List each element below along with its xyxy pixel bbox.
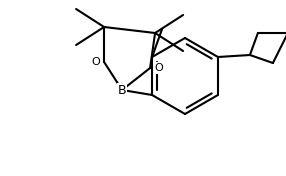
Text: O: O [91, 57, 100, 67]
Text: B: B [118, 83, 126, 96]
Text: O: O [154, 63, 163, 73]
